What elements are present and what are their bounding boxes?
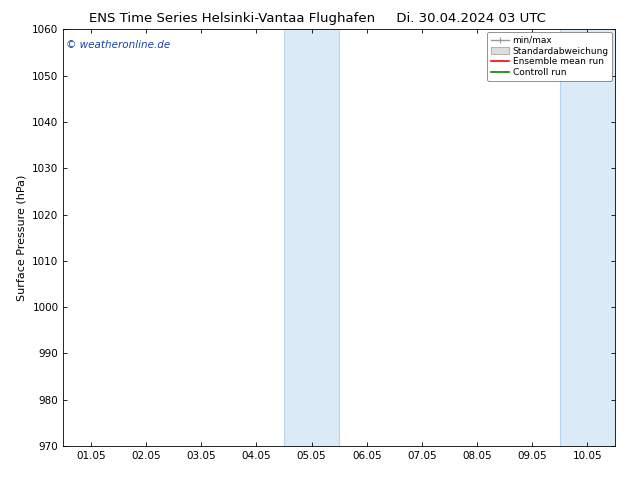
Legend: min/max, Standardabweichung, Ensemble mean run, Controll run: min/max, Standardabweichung, Ensemble me… [488,32,612,81]
Y-axis label: Surface Pressure (hPa): Surface Pressure (hPa) [16,174,27,301]
Text: ENS Time Series Helsinki-Vantaa Flughafen     Di. 30.04.2024 03 UTC: ENS Time Series Helsinki-Vantaa Flughafe… [89,12,545,25]
Text: © weatheronline.de: © weatheronline.de [66,40,171,50]
Bar [560,29,615,446]
Bar [284,29,339,446]
